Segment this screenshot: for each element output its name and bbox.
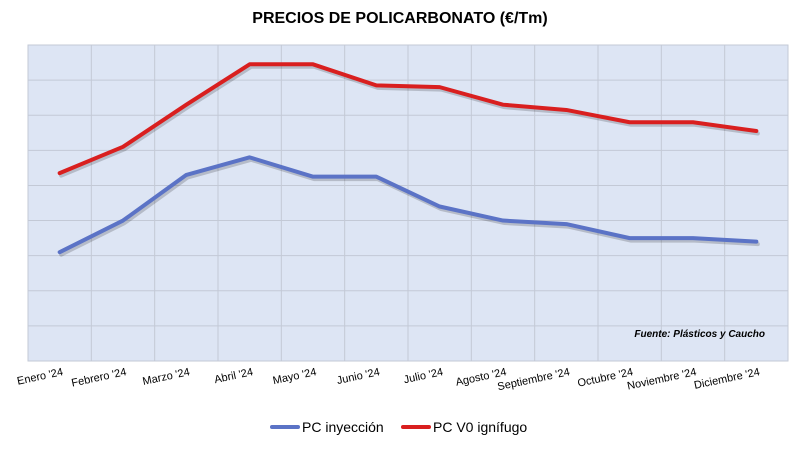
x-tick-label: Septiembre '24 <box>496 366 571 393</box>
source-annotation: Fuente: Plásticos y Caucho <box>634 329 765 340</box>
x-tick-label: Mayo '24 <box>272 366 318 387</box>
series-line-shadow <box>59 64 760 178</box>
legend: PC inyección PC V0 ignífugo <box>270 419 527 435</box>
chart-title: PRECIOS DE POLICARBONATO (€/Tm) <box>252 10 548 27</box>
x-tick-label: Febrero '24 <box>70 366 127 389</box>
series-line-2 <box>57 62 759 176</box>
vertical-gridlines <box>90 45 726 361</box>
x-tick-label: Octubre '24 <box>576 366 634 389</box>
x-tick-label: Noviembre '24 <box>626 366 698 392</box>
legend-label: PC inyección <box>302 419 384 435</box>
horizontal-gridlines <box>28 79 788 327</box>
x-tick-labels: Enero '24 Febrero '24 Marzo '24 Abril '24 Ma… <box>16 366 761 393</box>
plot-border <box>27 44 789 362</box>
x-tick-label: Marzo '24 <box>142 366 191 388</box>
legend-label: PC V0 ignífugo <box>433 419 527 435</box>
series-lines <box>57 62 760 257</box>
x-tick-label: Diciembre '24 <box>693 366 761 392</box>
x-tick-label: Enero '24 <box>16 366 64 387</box>
x-tick-label: Junio '24 <box>336 366 381 387</box>
x-tick-label: Abril '24 <box>213 366 254 386</box>
x-tick-label: Julio '24 <box>403 366 445 386</box>
series-line-1 <box>57 155 759 255</box>
